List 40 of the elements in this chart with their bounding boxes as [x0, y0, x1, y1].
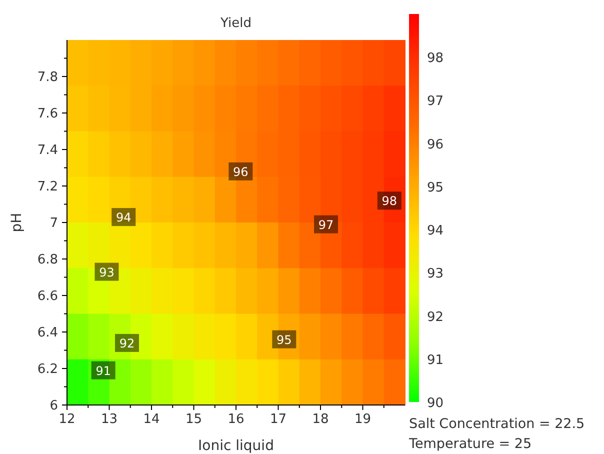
annotation: 94	[116, 210, 132, 225]
text: Temperature = 25	[408, 436, 532, 452]
y-tick-label: 6.2	[37, 362, 58, 377]
y-tick-label: 6.8	[37, 252, 58, 268]
y-tick-label: 7.8	[37, 70, 58, 85]
x-tick-label: 12	[58, 412, 76, 427]
x-tick-label: 13	[100, 412, 118, 427]
color-bar-label: 92	[427, 310, 444, 325]
y-tick-label: 6.6	[37, 289, 58, 304]
color-bar-label: 90	[427, 396, 444, 411]
x-tick-label: 17	[270, 412, 287, 427]
x-axis-title: Ionic liquid	[198, 438, 274, 454]
x-tick-label: 14	[143, 412, 160, 427]
color-bar-label: 94	[427, 224, 444, 239]
annotation: 96	[233, 164, 248, 179]
annotation: 98	[382, 194, 398, 208]
annotation: 91	[96, 364, 111, 378]
color-bar-label: 96	[427, 137, 444, 152]
y-axis-title: pH	[9, 212, 25, 232]
text: Salt Concentration = 22.5	[409, 416, 585, 432]
annotation: 97	[318, 218, 334, 232]
annotation: 95	[276, 332, 292, 347]
color-bar-label: 93	[427, 266, 444, 282]
y-tick-label: 6	[50, 398, 58, 414]
x-tick-label: 15	[185, 412, 202, 427]
color-bar-label: 95	[427, 180, 444, 196]
x-tick-label: 19	[354, 412, 372, 427]
y-tick-label: 7	[50, 216, 58, 231]
y-tick-label: 6.4	[37, 326, 58, 340]
annotation: 93	[99, 265, 114, 280]
x-tick-label: 16	[228, 412, 244, 427]
chart-title: Yield	[220, 16, 252, 31]
y-tick-label: 7.4	[37, 143, 58, 158]
color-bar-label: 97	[427, 94, 444, 110]
annotation: 92	[119, 336, 135, 350]
x-tick-label: 18	[312, 412, 329, 427]
y-tick-label: 7.6	[37, 106, 58, 122]
y-tick-label: 7.2	[37, 180, 58, 194]
color-bar-label: 98	[427, 51, 444, 66]
color-bar-label: 91	[427, 352, 444, 368]
